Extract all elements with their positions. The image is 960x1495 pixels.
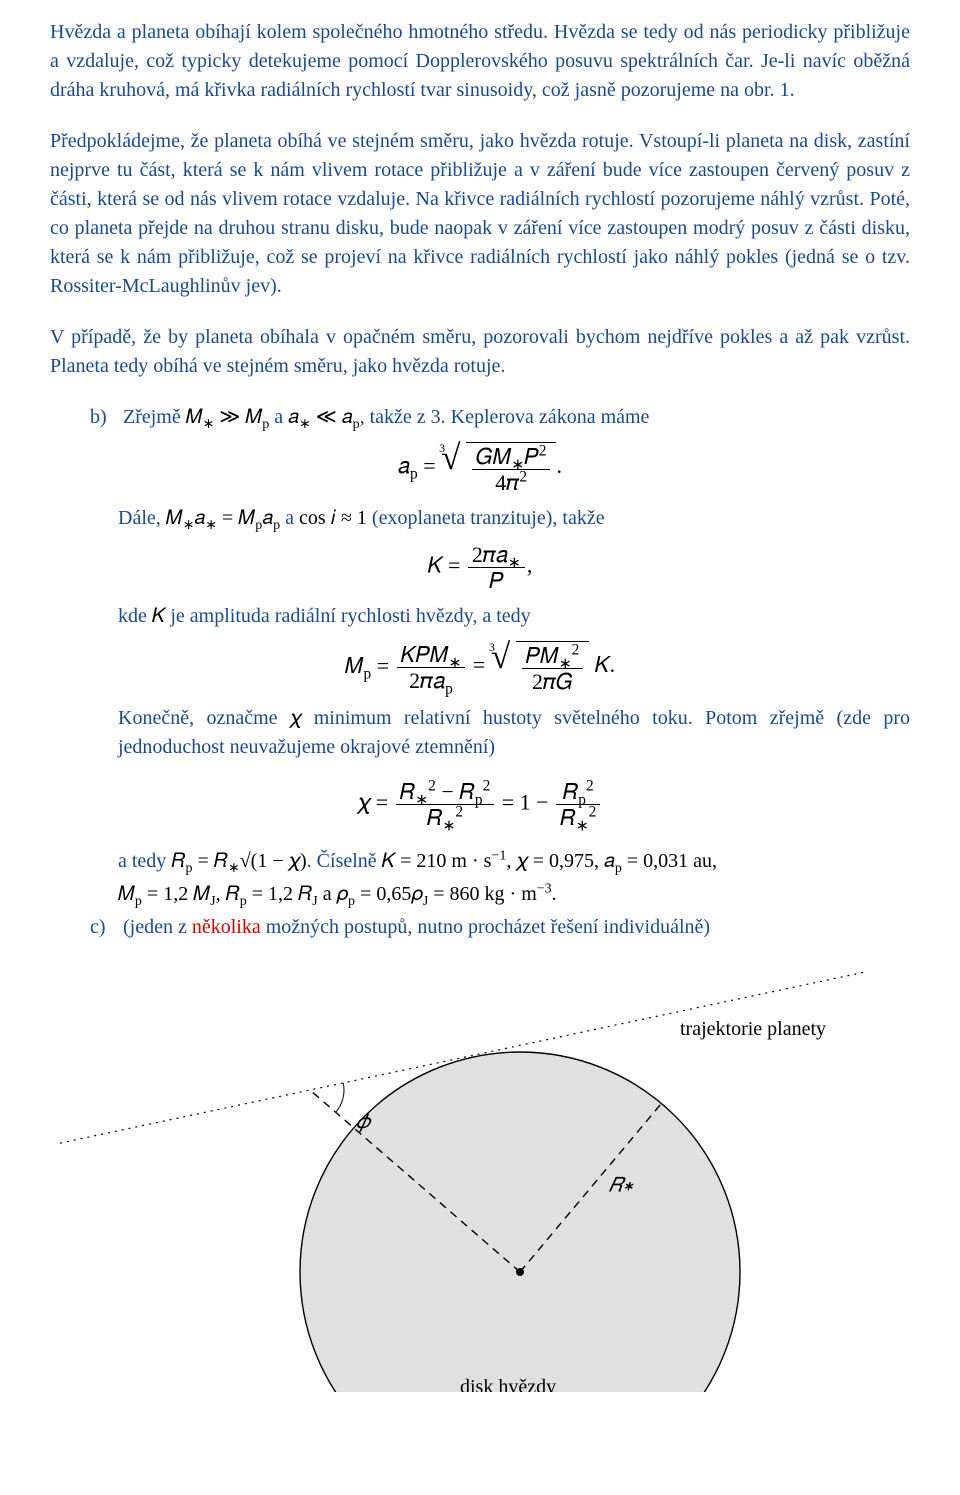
eq3-f1-den: 2𝜋𝑎p (397, 668, 466, 692)
transit-diagram: 𝜙 𝑅∗ trajektorie planety disk hvězdy (50, 972, 910, 1401)
eq3-r-den: 2𝜋𝐺 (522, 669, 584, 693)
line3-post: je amplituda radiální rychlosti hvězdy, … (165, 605, 530, 627)
transit-diagram-svg: 𝜙 𝑅∗ trajektorie planety disk hvězdy (50, 972, 910, 1392)
eq3-r-num: 𝑃𝑀∗2 (522, 644, 584, 669)
section-c-post: možných postupů, nutno procházet řešení … (261, 916, 710, 938)
equation-ap: 𝑎p = 3 𝐺𝑀∗𝑃2 4𝜋2 . (50, 442, 910, 494)
section-c: c) (jeden z několika možných postupů, nu… (90, 913, 910, 942)
eq1-lhs: 𝑎p = (398, 453, 436, 478)
eq1-num: 𝐺𝑀∗𝑃2 (472, 445, 551, 470)
para-2: Předpokládejme, že planeta obíhá ve stej… (50, 127, 910, 301)
equation-mp: 𝑀p = 𝐾𝑃𝑀∗ 2𝜋𝑎p = 3 𝑃𝑀∗2 2𝜋𝐺 𝐾. (50, 641, 910, 693)
eq2-den: 𝑃 (468, 568, 525, 592)
svg-text:𝜙: 𝜙 (356, 1111, 372, 1133)
para-3: V případě, že by planeta obíhala v opačn… (50, 323, 910, 381)
line3-math: 𝐾 (152, 605, 165, 627)
eq1-cuberoot: 3 𝐺𝑀∗𝑃2 4𝜋2 (441, 442, 556, 494)
eq1-tail: . (556, 453, 562, 478)
line2-math2: cos 𝑖 ≈ 1 (299, 507, 367, 529)
line5-math: 𝑅p = 𝑅∗√(1 − 𝜒) (171, 850, 306, 872)
eq3-f1-num: 𝐾𝑃𝑀∗ (397, 643, 466, 668)
svg-text:disk hvězdy: disk hvězdy (460, 1376, 556, 1392)
section-b-line5: a tedy 𝑅p = 𝑅∗√(1 − 𝜒). Číselně 𝐾 = 210 … (118, 847, 910, 876)
section-c-label: c) (90, 913, 118, 942)
line2-post: (exoplaneta tranzituje), takže (367, 507, 605, 529)
section-c-red: několika (192, 916, 261, 938)
section-c-pre: (jeden z (123, 916, 192, 938)
line3-pre: kde (118, 605, 152, 627)
eq1-root-index: 3 (439, 440, 445, 457)
section-b-intro-pre: Zřejmě (123, 406, 186, 428)
line2-math: 𝑀∗𝑎∗ = 𝑀p𝑎p (166, 507, 280, 529)
eq3-tail: 𝐾. (595, 653, 615, 678)
line2-mid: a (280, 507, 299, 529)
section-b-intro-math1: 𝑀∗ ≫ 𝑀p (186, 406, 270, 428)
para-1: Hvězda a planeta obíhají kolem společnéh… (50, 18, 910, 105)
line2-pre: Dále, (118, 507, 166, 529)
svg-text:trajektorie planety: trajektorie planety (680, 1018, 826, 1040)
section-b-line6: 𝑀p = 1,2 𝑀J, 𝑅p = 1,2 𝑅J a 𝜌p = 0,65𝜌J =… (118, 880, 910, 909)
svg-text:𝑅∗: 𝑅∗ (609, 1174, 634, 1196)
section-b-label: b) (90, 403, 118, 432)
line4-pre: Konečně, označme (118, 707, 290, 729)
section-b-intro-mid: a (269, 406, 288, 428)
eq2-lhs: 𝐾 = (428, 553, 461, 578)
line5-vals: 𝐾 = 210 m · s−1, 𝜒 = 0,975, 𝑎p = 0,031 a… (382, 850, 717, 872)
equation-k: 𝐾 = 2𝜋𝑎∗ 𝑃 , (50, 543, 910, 592)
section-b-intro-math2: 𝑎∗ ≪ 𝑎p (288, 406, 359, 428)
eq3-cuberoot: 3 𝑃𝑀∗2 2𝜋𝐺 (491, 641, 589, 693)
section-b-line2: Dále, 𝑀∗𝑎∗ = 𝑀p𝑎p a cos 𝑖 ≈ 1 (exoplanet… (118, 504, 910, 533)
line5-mid: . Číselně (307, 850, 382, 872)
eq4-f2-num: 𝑅p2 (556, 780, 600, 805)
equation-chi: 𝜒 = 𝑅∗2 − 𝑅p2 𝑅∗2 = 1 − 𝑅p2 𝑅∗2 (50, 780, 910, 829)
eq3-lhs: 𝑀p = (345, 653, 389, 678)
line6: 𝑀p = 1,2 𝑀J, 𝑅p = 1,2 𝑅J a 𝜌p = 0,65𝜌J =… (118, 883, 557, 905)
eq4-f1-den: 𝑅∗2 (396, 805, 495, 829)
section-b-line3: kde 𝐾 je amplituda radiální rychlosti hv… (118, 602, 910, 631)
eq1-den: 4𝜋2 (472, 470, 551, 494)
eq4-f2-den: 𝑅∗2 (556, 805, 600, 829)
eq3-eq: = (473, 653, 485, 678)
section-b-line4: Konečně, označme 𝜒 minimum relativní hus… (118, 704, 910, 762)
eq4-lhs: 𝜒 = (358, 789, 388, 814)
line4-chi: 𝜒 (290, 707, 301, 729)
section-b-intro-post: , takže z 3. Keplerova zákona máme (360, 406, 650, 428)
eq4-f1-num: 𝑅∗2 − 𝑅p2 (396, 780, 495, 805)
eq2-num: 2𝜋𝑎∗ (468, 543, 525, 568)
eq4-mid: = 1 − (502, 789, 549, 814)
section-b-intro: b) Zřejmě 𝑀∗ ≫ 𝑀p a 𝑎∗ ≪ 𝑎p, takže z 3. … (90, 403, 910, 432)
eq2-tail: , (527, 553, 533, 578)
eq3-root-index: 3 (489, 639, 495, 656)
line5-pre: a tedy (118, 850, 171, 872)
